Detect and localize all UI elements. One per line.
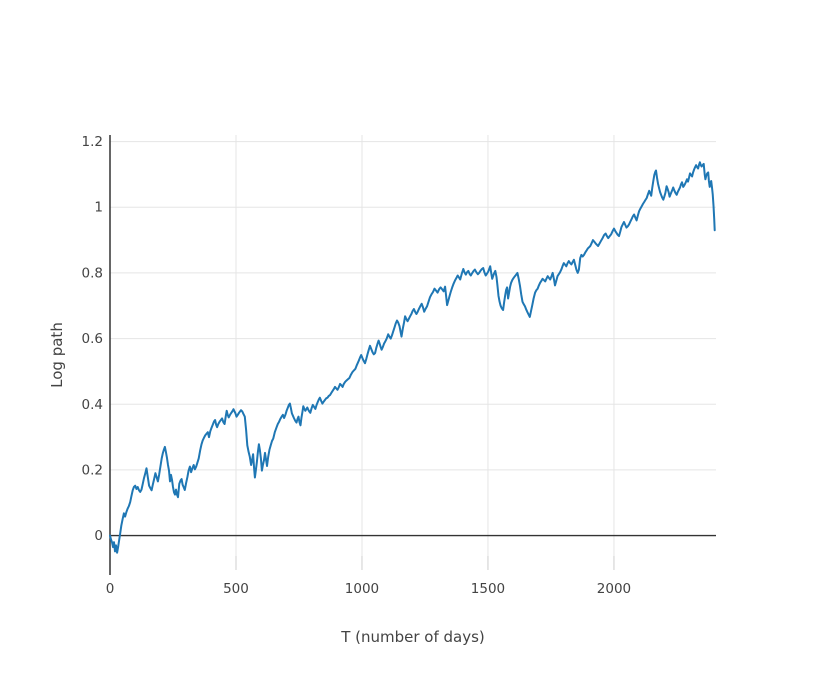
series-line [109, 161, 716, 554]
y-tick-label: 1 [94, 200, 103, 216]
x-axis-title: T (number of days) [341, 628, 485, 646]
y-tick-label: 0.6 [82, 331, 103, 347]
x-tick-label: 2000 [597, 581, 631, 597]
x-tick-label: 1000 [345, 581, 379, 597]
y-tick-label: 0.8 [82, 265, 103, 281]
y-axis-title: Log path [48, 322, 66, 388]
x-tick-label: 1500 [471, 581, 505, 597]
y-tick-label: 0 [94, 528, 103, 544]
x-tick-label: 500 [223, 581, 249, 597]
y-tick-label: 0.2 [82, 462, 103, 478]
y-tick-label: 0.4 [82, 397, 103, 413]
y-tick-label: 1.2 [82, 134, 103, 150]
x-tick-label: 0 [106, 581, 115, 597]
